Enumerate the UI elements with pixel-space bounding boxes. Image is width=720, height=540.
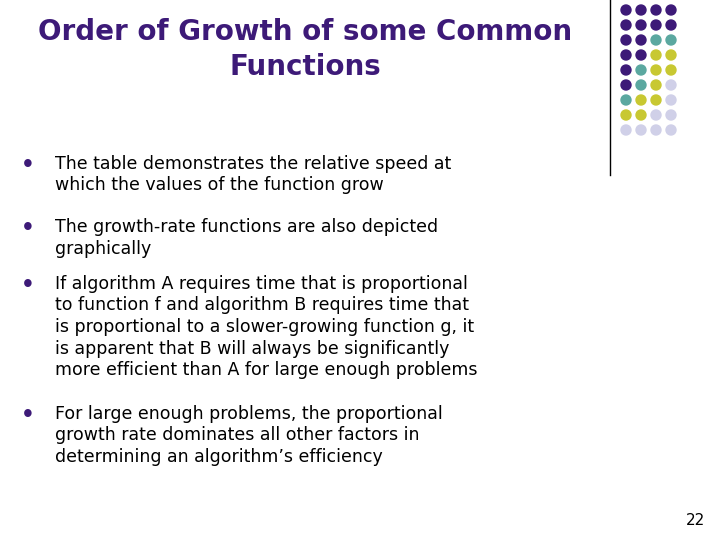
Text: 22: 22 — [685, 513, 705, 528]
Circle shape — [636, 5, 646, 15]
Circle shape — [651, 20, 661, 30]
Circle shape — [621, 110, 631, 120]
Text: •: • — [21, 275, 35, 295]
Circle shape — [666, 35, 676, 45]
Circle shape — [666, 5, 676, 15]
Circle shape — [636, 35, 646, 45]
Circle shape — [666, 50, 676, 60]
Text: •: • — [21, 218, 35, 238]
Text: Order of Growth of some Common
Functions: Order of Growth of some Common Functions — [38, 18, 572, 80]
Text: The table demonstrates the relative speed at
which the values of the function gr: The table demonstrates the relative spee… — [55, 155, 451, 194]
Text: If algorithm A requires time that is proportional
to function f and algorithm B : If algorithm A requires time that is pro… — [55, 275, 477, 379]
Circle shape — [621, 95, 631, 105]
Circle shape — [651, 50, 661, 60]
Circle shape — [621, 5, 631, 15]
Circle shape — [651, 80, 661, 90]
Circle shape — [666, 110, 676, 120]
Text: For large enough problems, the proportional
growth rate dominates all other fact: For large enough problems, the proportio… — [55, 405, 443, 466]
Circle shape — [666, 95, 676, 105]
Circle shape — [651, 5, 661, 15]
Circle shape — [666, 20, 676, 30]
Circle shape — [636, 20, 646, 30]
Text: •: • — [21, 405, 35, 425]
Circle shape — [666, 80, 676, 90]
Circle shape — [651, 95, 661, 105]
Circle shape — [621, 65, 631, 75]
Text: The growth-rate functions are also depicted
graphically: The growth-rate functions are also depic… — [55, 218, 438, 258]
Circle shape — [651, 110, 661, 120]
Circle shape — [636, 110, 646, 120]
Circle shape — [636, 95, 646, 105]
Circle shape — [636, 80, 646, 90]
Circle shape — [666, 65, 676, 75]
Text: •: • — [21, 155, 35, 175]
Circle shape — [621, 80, 631, 90]
Circle shape — [636, 50, 646, 60]
Circle shape — [636, 125, 646, 135]
Circle shape — [621, 20, 631, 30]
Circle shape — [651, 65, 661, 75]
Circle shape — [651, 35, 661, 45]
Circle shape — [621, 35, 631, 45]
Circle shape — [621, 50, 631, 60]
Circle shape — [651, 125, 661, 135]
Circle shape — [636, 65, 646, 75]
Circle shape — [666, 125, 676, 135]
Circle shape — [621, 125, 631, 135]
